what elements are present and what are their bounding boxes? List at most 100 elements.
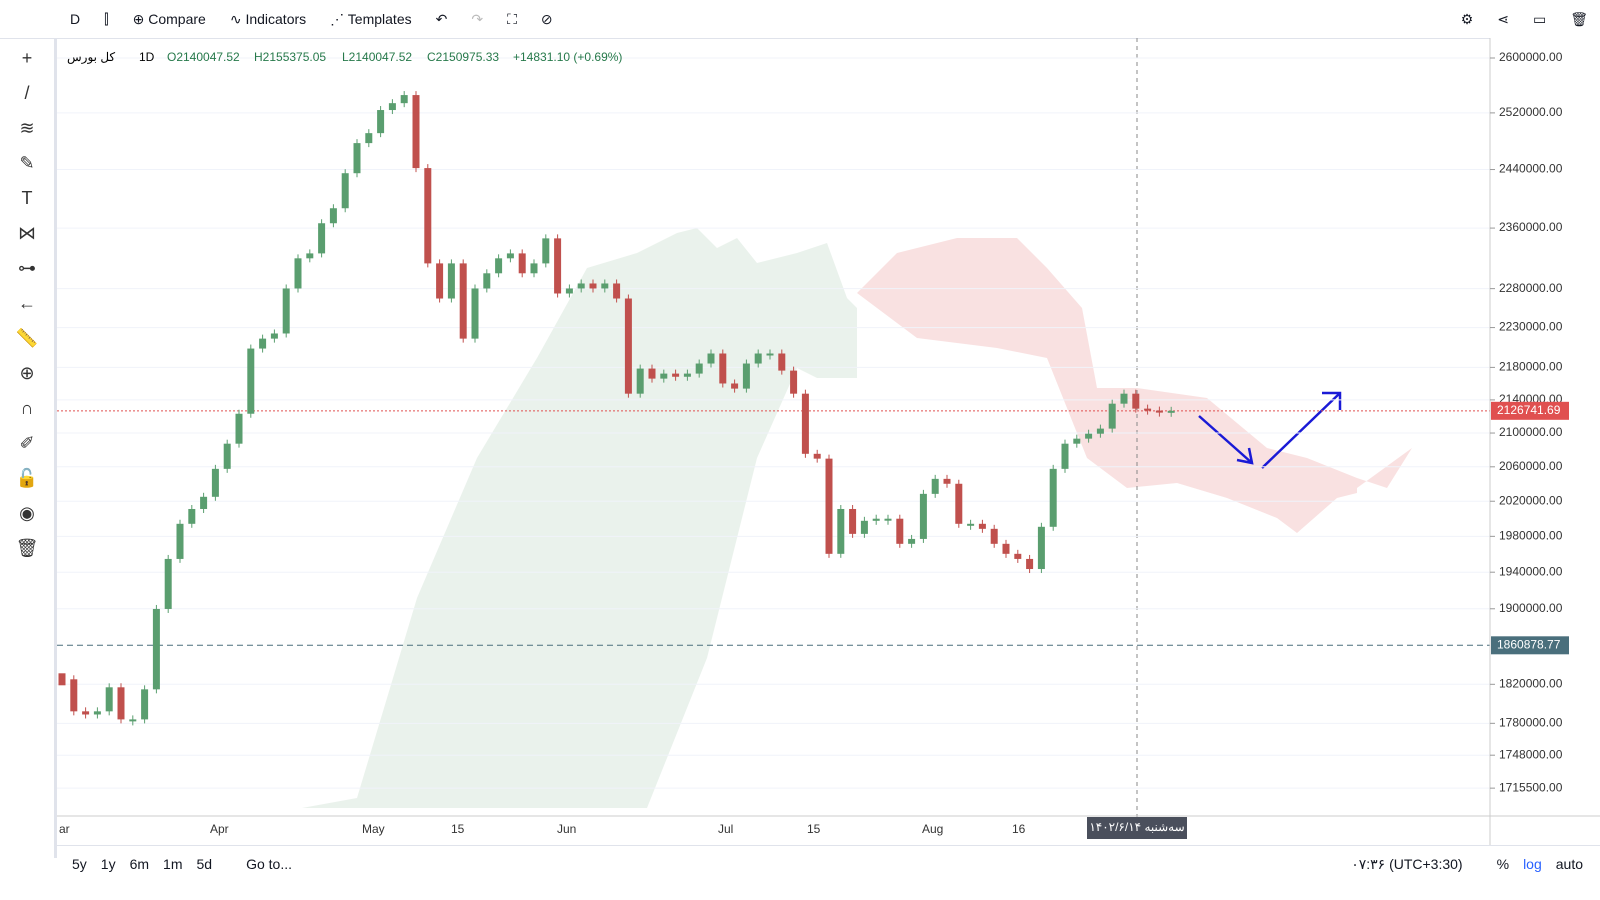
hide-button[interactable]: ⊘ <box>540 10 553 27</box>
x-tick-label: 15 <box>807 822 821 836</box>
line-tool[interactable]: / <box>24 83 30 103</box>
pattern-tool[interactable]: ⋈ <box>18 223 36 243</box>
delete-button[interactable]: 🗑 <box>1570 10 1588 27</box>
candle <box>872 518 880 521</box>
text-tool[interactable]: T <box>21 188 33 208</box>
candle <box>388 103 396 111</box>
ohlc-close: C2150975.33 <box>427 50 499 64</box>
lock-tool[interactable]: 🔓 <box>15 468 39 488</box>
candle <box>542 238 550 264</box>
candle <box>223 443 231 469</box>
candle <box>141 689 149 720</box>
percent-toggle[interactable]: % <box>1496 856 1510 872</box>
snapshot-button[interactable]: ▭ <box>1532 10 1547 27</box>
range-button[interactable]: 1y <box>100 856 116 872</box>
candle <box>82 711 90 715</box>
timezone[interactable]: ۰۷:۳۶ (UTC+3:30) <box>1351 855 1463 872</box>
range-button[interactable]: 5d <box>196 856 213 872</box>
bottom-toolbar: 5y 1y 6m 1m 5d Go to... ۰۷:۳۶ (UTC+3:30)… <box>57 845 1600 882</box>
indicators-button[interactable]: ∿ Indicators <box>229 10 307 27</box>
candle <box>719 353 727 384</box>
templates-button[interactable]: ⋰ Templates <box>330 10 412 27</box>
candle <box>365 133 373 144</box>
candle <box>270 333 278 339</box>
candle <box>306 253 314 259</box>
candle <box>825 458 833 554</box>
y-tick-label: 2060000.00 <box>1499 459 1563 473</box>
y-tick-label: 1715500.00 <box>1499 780 1563 794</box>
candle <box>1049 468 1057 527</box>
ichimoku-cloud-green <box>302 228 857 808</box>
candle <box>672 373 680 377</box>
ohlc-open: O2140047.52 <box>167 50 240 64</box>
candle <box>176 523 184 559</box>
candle <box>754 353 762 364</box>
candle <box>967 523 975 526</box>
ohlc-low: L2140047.52 <box>342 50 412 64</box>
chart-style-button[interactable]: ⫿ <box>104 10 109 27</box>
interval-button[interactable]: D <box>70 11 81 27</box>
ruler-tool[interactable]: 📏 <box>15 328 39 348</box>
candle <box>648 368 656 379</box>
candle <box>129 719 137 722</box>
candle <box>896 518 904 544</box>
eye-tool[interactable]: ◉ <box>19 503 35 523</box>
candle <box>93 711 101 715</box>
candle <box>660 373 668 379</box>
y-tick-label: 1780000.00 <box>1499 716 1563 730</box>
range-button[interactable]: 5y <box>72 856 87 872</box>
fullscreen-button[interactable]: ⛶ <box>507 10 517 27</box>
candle <box>1061 443 1069 469</box>
y-tick-label: 1900000.00 <box>1499 601 1563 615</box>
y-tick-label: 2100000.00 <box>1499 425 1563 439</box>
compare-label: Compare <box>148 10 206 27</box>
trash-tool[interactable]: 🗑 <box>15 538 39 558</box>
zoom-tool[interactable]: ⊕ <box>19 363 35 383</box>
candle <box>70 679 78 712</box>
fib-tool[interactable]: ≋ <box>19 118 35 138</box>
candle <box>1073 438 1081 444</box>
x-tick-label: May <box>362 822 385 836</box>
crosshair-tool[interactable]: + <box>21 48 33 68</box>
candle <box>259 338 267 349</box>
settings-button[interactable]: ⚙ <box>1460 10 1474 27</box>
compare-button[interactable]: ⊕ Compare <box>132 10 206 27</box>
back-tool[interactable]: ← <box>18 293 36 313</box>
candle <box>329 208 337 224</box>
crosshair-date: سه‌شنبه ۱۴۰۲/۶/۱۴ <box>1089 820 1184 834</box>
redo-button[interactable]: ↷ <box>471 10 484 27</box>
magnet-tool[interactable]: ∩ <box>20 398 34 418</box>
undo-button[interactable]: ↶ <box>435 10 448 27</box>
candle <box>353 143 361 174</box>
candle <box>200 496 208 509</box>
auto-toggle[interactable]: auto <box>1555 856 1583 872</box>
candle <box>188 508 196 524</box>
candle <box>624 298 632 394</box>
goto-button[interactable]: Go to... <box>246 856 292 872</box>
log-toggle[interactable]: log <box>1523 856 1542 872</box>
candle <box>884 518 892 521</box>
forecast-tool[interactable]: ⊶ <box>18 258 36 278</box>
brush-tool[interactable]: ✎ <box>19 153 35 173</box>
share-button[interactable]: ⋖ <box>1497 10 1509 27</box>
y-tick-label: 2180000.00 <box>1499 360 1563 374</box>
y-tick-label: 2600000.00 <box>1499 50 1563 64</box>
range-button[interactable]: 1m <box>163 856 183 872</box>
lock-drawings[interactable]: ✐ <box>19 433 35 453</box>
candle <box>1132 393 1140 409</box>
candle <box>1037 526 1045 570</box>
candle <box>742 363 750 389</box>
candle <box>400 95 408 104</box>
candle <box>459 263 467 339</box>
candle <box>530 263 538 274</box>
candle <box>778 353 786 371</box>
y-tick-label: 2520000.00 <box>1499 105 1563 119</box>
y-tick-label: 2360000.00 <box>1499 220 1563 234</box>
candle <box>518 253 526 274</box>
range-button[interactable]: 6m <box>129 856 150 872</box>
candle <box>471 288 479 339</box>
candle <box>565 288 573 294</box>
candle <box>377 110 385 134</box>
candle <box>1085 433 1093 439</box>
candle <box>636 368 644 394</box>
